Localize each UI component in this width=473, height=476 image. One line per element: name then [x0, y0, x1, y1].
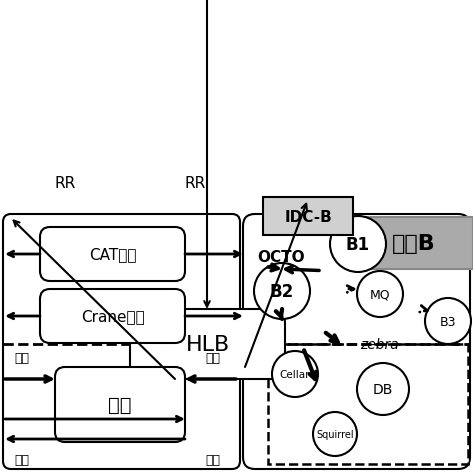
- Text: 写入: 写入: [15, 351, 29, 364]
- Text: 写入: 写入: [205, 351, 220, 364]
- Text: 同步: 同步: [15, 453, 29, 466]
- Circle shape: [357, 271, 403, 317]
- Circle shape: [313, 412, 357, 456]
- Circle shape: [357, 363, 409, 415]
- Text: IDC-B: IDC-B: [284, 209, 332, 224]
- Circle shape: [425, 298, 471, 344]
- Text: MQ: MQ: [370, 288, 390, 301]
- Circle shape: [272, 351, 318, 397]
- Text: Crane集群: Crane集群: [80, 309, 144, 324]
- FancyBboxPatch shape: [130, 309, 285, 379]
- Bar: [355, 218, 473, 269]
- Text: CAT集群: CAT集群: [89, 247, 136, 262]
- Text: RR: RR: [184, 175, 206, 190]
- Text: HLB: HLB: [185, 334, 229, 354]
- Text: B3: B3: [440, 315, 456, 328]
- Text: Squirrel: Squirrel: [316, 429, 354, 439]
- Text: OCTO: OCTO: [257, 250, 305, 265]
- Text: 数据: 数据: [108, 395, 132, 414]
- Text: B2: B2: [270, 282, 294, 300]
- Bar: [263, 198, 353, 236]
- Text: RR: RR: [54, 175, 76, 190]
- Text: zebra: zebra: [360, 337, 399, 351]
- Text: DB: DB: [373, 382, 393, 396]
- Text: 同步: 同步: [205, 453, 220, 466]
- Text: Cellar: Cellar: [280, 369, 310, 379]
- Text: 中心B: 中心B: [392, 234, 436, 253]
- Bar: [268, 344, 468, 464]
- Circle shape: [330, 217, 386, 272]
- FancyBboxPatch shape: [55, 367, 185, 442]
- Circle shape: [254, 263, 310, 319]
- FancyBboxPatch shape: [40, 289, 185, 343]
- FancyBboxPatch shape: [40, 228, 185, 281]
- FancyBboxPatch shape: [243, 215, 470, 469]
- FancyBboxPatch shape: [3, 215, 240, 469]
- Text: B1: B1: [346, 236, 370, 253]
